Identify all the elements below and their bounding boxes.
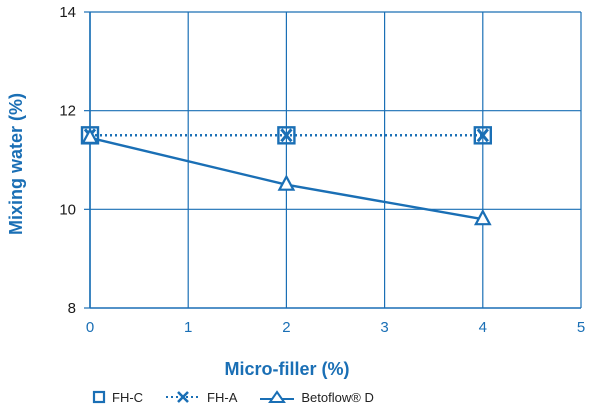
legend-label-fh-a: FH-A [207,389,238,405]
legend-item-fh-c: FH-C [92,390,143,405]
x-marker-dotted-line-icon [166,391,201,403]
data-point-betoflow-d [473,208,492,226]
y-axis-label: Mixing water (%) [6,93,26,235]
x-tick-label: 0 [86,319,94,336]
legend: FH-C FH-A Betoflow® D [92,388,396,406]
square-marker-icon [92,390,106,404]
legend-label-betoflow: Betoflow® D [301,389,374,405]
data-point-betoflow-d [81,127,99,144]
x-tick-label: 4 [479,319,487,336]
x-tick-label: 1 [184,319,192,336]
x-tick-label: 5 [577,319,585,336]
x-tick-label: 2 [282,319,290,336]
data-point-betoflow-d [277,174,296,191]
x-tick-label: 3 [380,319,388,336]
data-point-fh-c [473,126,492,145]
triangle-marker-line-icon [260,390,295,403]
y-tick-label: 8 [68,300,76,317]
y-tick-label: 10 [59,201,76,218]
grid [89,11,582,308]
x-axis-label: Micro-filler (%) [224,359,349,379]
y-tick-label: 12 [59,103,76,120]
data-point-fh-a [476,128,489,143]
x-marker-stroke [476,128,489,143]
legend-item-betoflow: Betoflow® D [259,389,374,405]
x-marker-stroke [280,128,293,143]
data-point-fh-a [280,128,293,143]
legend-item-fh-a: FH-A [165,390,237,405]
y-tick-label: 14 [59,4,76,21]
legend-label-fh-c: FH-C [112,389,144,405]
series [80,126,492,226]
data-point-fh-c [277,126,296,145]
axes [89,12,581,309]
